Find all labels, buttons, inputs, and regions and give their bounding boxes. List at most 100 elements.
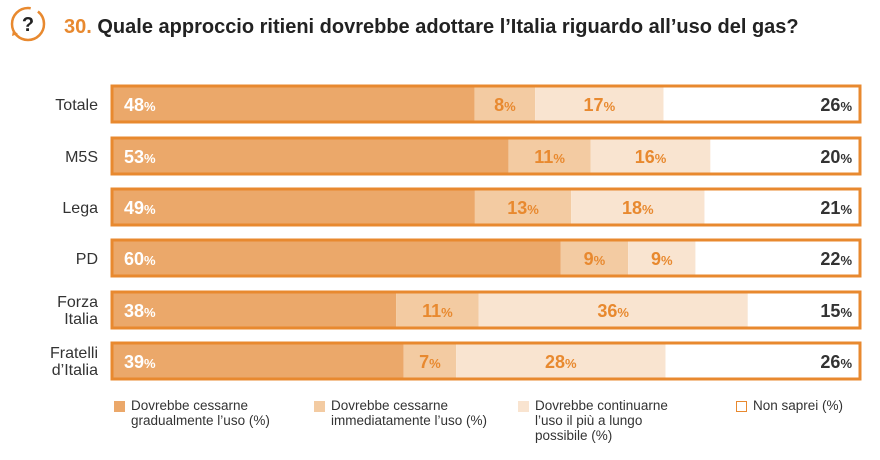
bar-segment xyxy=(508,138,591,174)
bar-segment xyxy=(403,343,457,379)
data-label-value: 20 xyxy=(820,147,840,167)
data-label-value: 38 xyxy=(124,301,144,321)
bar-segment xyxy=(590,138,711,174)
data-label-value: 17 xyxy=(584,95,604,115)
data-label-value: 48 xyxy=(124,95,144,115)
data-label: 7% xyxy=(419,352,441,372)
data-label: 53% xyxy=(124,147,156,167)
legend-item: Dovrebbe cessarne gradualmente l’uso (%) xyxy=(114,398,291,428)
data-label-suffix: % xyxy=(553,151,565,166)
data-label-suffix: % xyxy=(840,202,852,217)
question-number: 30. xyxy=(64,16,92,38)
data-label: 39% xyxy=(124,352,156,372)
data-label: 20% xyxy=(820,147,852,167)
legend-swatch xyxy=(114,401,125,412)
data-label-value: 39 xyxy=(124,352,144,372)
data-label-suffix: % xyxy=(144,305,156,320)
data-label-suffix: % xyxy=(144,356,156,371)
data-label-suffix: % xyxy=(429,356,441,371)
data-label-value: 36 xyxy=(597,301,617,321)
question-mark-icon: ? xyxy=(10,6,46,42)
chart-legend: Dovrebbe cessarne gradualmente l’uso (%)… xyxy=(114,398,874,454)
data-label: 28% xyxy=(545,352,577,372)
data-label-suffix: % xyxy=(144,202,156,217)
data-label: 26% xyxy=(820,95,852,115)
question-text: Quale approccio ritieni dovrebbe adottar… xyxy=(97,16,799,38)
data-label-suffix: % xyxy=(144,99,156,114)
data-label: 36% xyxy=(597,301,629,321)
bar-border xyxy=(110,187,862,227)
bar-segment xyxy=(560,240,629,276)
data-label-suffix: % xyxy=(594,253,606,268)
bar-border xyxy=(110,136,862,176)
data-label: 38% xyxy=(124,301,156,321)
data-label-value: 13 xyxy=(507,198,527,218)
bar-segment xyxy=(704,189,860,225)
data-label: 11% xyxy=(534,147,565,167)
category-label: M5S xyxy=(65,149,98,166)
category-label-line: Italia xyxy=(64,311,98,328)
category-label: Lega xyxy=(62,200,98,217)
data-label: 9% xyxy=(651,249,673,269)
data-label-suffix: % xyxy=(604,99,616,114)
category-label-line: Fratelli xyxy=(50,345,98,362)
data-label-suffix: % xyxy=(642,202,654,217)
bar-segment xyxy=(456,343,666,379)
bar-segment xyxy=(112,86,475,122)
data-label-value: 8 xyxy=(494,95,504,115)
data-label-value: 11 xyxy=(534,147,553,167)
bar-segment xyxy=(535,86,664,122)
bar-segment xyxy=(112,240,561,276)
data-label-value: 22 xyxy=(820,249,840,269)
bar-border xyxy=(110,238,862,278)
data-label: 60% xyxy=(124,249,156,269)
data-label: 49% xyxy=(124,198,156,218)
chart-header: ? 30. Quale approccio ritieni dovrebbe a… xyxy=(10,6,870,50)
bar-segment xyxy=(710,138,860,174)
data-label: 15% xyxy=(820,301,852,321)
data-label: 11% xyxy=(422,301,453,321)
bar-border xyxy=(110,341,862,381)
legend-label: Dovrebbe cessarne immediatamente l’uso (… xyxy=(331,398,488,428)
bar-segment xyxy=(628,240,696,276)
data-label-suffix: % xyxy=(144,253,156,268)
legend-item: Non saprei (%) xyxy=(736,398,880,413)
data-label-suffix: % xyxy=(655,151,667,166)
data-label-suffix: % xyxy=(504,99,516,114)
category-label: Fratelli d’Italia xyxy=(50,345,98,379)
bar-border xyxy=(110,290,862,330)
data-label-value: 28 xyxy=(545,352,565,372)
data-label-suffix: % xyxy=(840,356,852,371)
data-label-suffix: % xyxy=(144,151,156,166)
bar-segment xyxy=(396,292,479,328)
bar-segment xyxy=(474,86,536,122)
bar-segment xyxy=(112,138,509,174)
data-label: 21% xyxy=(820,198,852,218)
svg-text:?: ? xyxy=(22,14,34,36)
bar-segment xyxy=(747,292,860,328)
data-label-suffix: % xyxy=(840,305,852,320)
chart-title: 30. Quale approccio ritieni dovrebbe ado… xyxy=(64,16,799,39)
bar-segment xyxy=(112,189,475,225)
data-label: 17% xyxy=(584,95,616,115)
data-label-suffix: % xyxy=(527,202,539,217)
data-label: 8% xyxy=(494,95,516,115)
data-label-value: 16 xyxy=(635,147,655,167)
data-label: 48% xyxy=(124,95,156,115)
category-label-line: Forza xyxy=(57,294,98,311)
bar-segment xyxy=(663,86,860,122)
data-label: 16% xyxy=(635,147,667,167)
data-label-value: 15 xyxy=(820,301,840,321)
legend-swatch xyxy=(314,401,325,412)
data-label-suffix: % xyxy=(565,356,577,371)
legend-label: Dovrebbe continuarne l’uso il più a lung… xyxy=(535,398,668,443)
bar-segment xyxy=(571,189,705,225)
legend-item: Dovrebbe continuarne l’uso il più a lung… xyxy=(518,398,695,443)
data-label: 9% xyxy=(584,249,606,269)
legend-label: Non saprei (%) xyxy=(753,398,844,413)
data-label-value: 53 xyxy=(124,147,144,167)
bar-segment xyxy=(665,343,860,379)
data-label: 26% xyxy=(820,352,852,372)
data-label-suffix: % xyxy=(661,253,673,268)
bar-segment xyxy=(112,292,397,328)
